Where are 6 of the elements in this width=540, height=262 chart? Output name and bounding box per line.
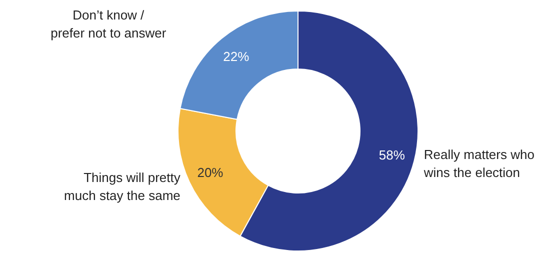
data-label: 20% [197,164,224,180]
slice-label: Things will pretty much stay the same [64,170,181,203]
data-label: 58% [378,148,406,163]
slice-label: Really matters who wins the election [422,146,534,180]
slice-label: Don’t know / prefer not to answer [50,8,167,41]
data-label: 22% [223,48,250,64]
